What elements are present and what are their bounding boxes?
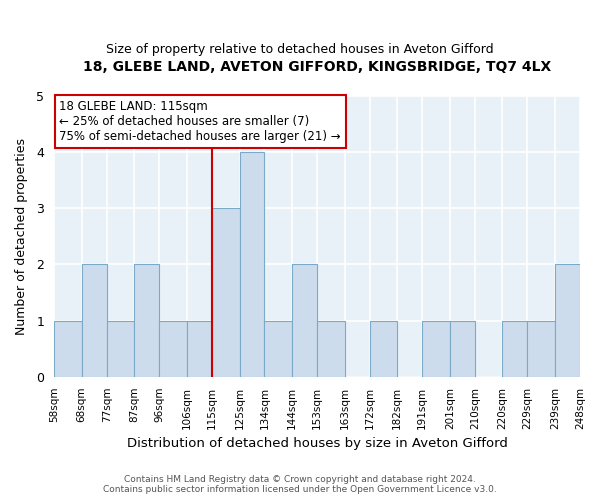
Bar (555, 264, 580, 377)
Text: Contains HM Land Registry data © Crown copyright and database right 2024.: Contains HM Land Registry data © Crown c… (124, 475, 476, 484)
Bar (187, 320, 212, 377)
Y-axis label: Number of detached properties: Number of detached properties (15, 138, 28, 335)
Bar (212, 208, 239, 377)
Bar (239, 152, 265, 377)
Bar (527, 320, 555, 377)
Bar (134, 264, 159, 377)
Bar (422, 320, 450, 377)
Bar (107, 320, 134, 377)
Bar (265, 320, 292, 377)
Title: 18, GLEBE LAND, AVETON GIFFORD, KINGSBRIDGE, TQ7 4LX: 18, GLEBE LAND, AVETON GIFFORD, KINGSBRI… (83, 60, 551, 74)
Bar (54, 320, 82, 377)
Bar (370, 320, 397, 377)
Bar (450, 320, 475, 377)
Bar (82, 264, 107, 377)
Text: Contains public sector information licensed under the Open Government Licence v3: Contains public sector information licen… (103, 484, 497, 494)
Text: Size of property relative to detached houses in Aveton Gifford: Size of property relative to detached ho… (106, 42, 494, 56)
Bar (502, 320, 527, 377)
Text: 18 GLEBE LAND: 115sqm
← 25% of detached houses are smaller (7)
75% of semi-detac: 18 GLEBE LAND: 115sqm ← 25% of detached … (59, 100, 341, 143)
X-axis label: Distribution of detached houses by size in Aveton Gifford: Distribution of detached houses by size … (127, 437, 508, 450)
Bar (317, 320, 345, 377)
Bar (159, 320, 187, 377)
Bar (292, 264, 317, 377)
